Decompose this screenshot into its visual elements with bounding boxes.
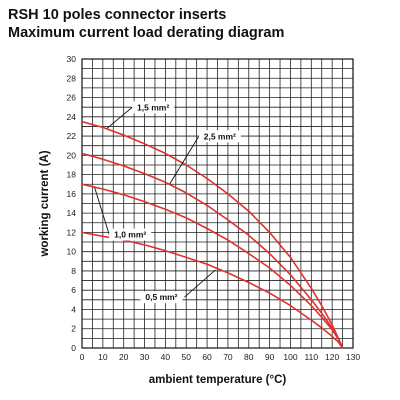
y-axis-title: working current (A) [39,150,51,257]
x-tick-label: 70 [223,352,233,362]
label-leader-line [169,136,200,185]
x-tick-label: 120 [325,352,339,362]
series-line [81,231,344,349]
x-tick-label: 30 [140,352,150,362]
y-tick-label: 26 [67,93,77,103]
series-label: 1,0 mm² [114,230,146,240]
label-leader-line [106,107,133,129]
series-label-bg [198,130,241,143]
x-tick-label: 10 [98,352,108,362]
label-leader-line [94,186,110,235]
chart-title-block: RSH 10 poles connector inserts Maximum c… [8,6,398,42]
series-line [81,183,344,349]
series-label: 2,5 mm² [204,131,236,141]
chart-subtitle: Maximum current load derating diagram [8,25,285,41]
y-tick-label: 0 [71,343,76,353]
x-axis-title: ambient temperature (°C) [149,374,287,386]
y-tick-label: 24 [67,112,77,122]
y-tick-label: 2 [71,324,76,334]
x-tick-label: 130 [346,352,360,362]
x-tick-label: 100 [283,352,297,362]
series-label-bg [140,291,183,304]
y-tick-label: 30 [67,54,77,64]
series-line [81,152,344,349]
x-tick-label: 80 [244,352,254,362]
series-label-layer: 1,5 mm² 2,5 mm² 1,0 mm² 0,5 mm² [94,101,241,304]
series-layer [81,120,344,349]
x-tick-label: 90 [265,352,275,362]
series-label-bg [132,101,175,114]
x-tick-label: 0 [80,352,85,362]
y-tick-label: 22 [67,131,77,141]
label-leader-line [184,269,216,298]
x-tick-label: 20 [119,352,129,362]
y-tick-label: 28 [67,73,77,83]
tick-layer: 0 10 20 30 40 50 60 70 80 90 100 110 120 130024681012… [67,54,361,362]
chart-title: RSH 10 poles connector inserts [8,7,227,23]
x-tick-label: 50 [181,352,191,362]
y-tick-label: 8 [71,266,76,276]
y-tick-label: 10 [67,247,77,257]
y-tick-label: 14 [67,208,77,218]
y-tick-label: 12 [67,227,77,237]
x-tick-label: 110 [305,352,319,362]
x-tick-label: 60 [202,352,212,362]
y-tick-label: 6 [71,285,76,295]
y-tick-label: 18 [67,170,77,180]
x-tick-label: 40 [161,352,171,362]
plot-frame [81,58,354,349]
y-tick-label: 4 [71,304,76,314]
series-label-bg [109,228,152,241]
series-label: 1,5 mm² [137,102,169,112]
series-line [81,120,344,349]
series-label: 0,5 mm² [145,292,177,302]
y-tick-label: 16 [67,189,77,199]
y-tick-label: 20 [67,150,77,160]
grid-layer [81,58,354,349]
